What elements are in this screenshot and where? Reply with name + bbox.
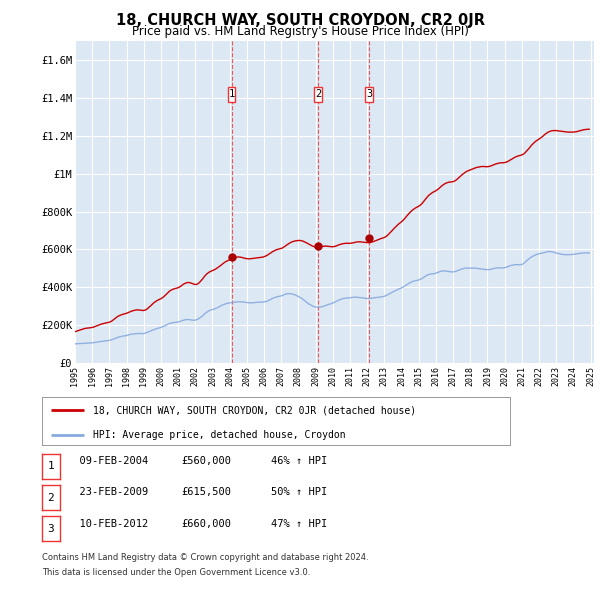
Text: 46% ↑ HPI: 46% ↑ HPI: [271, 456, 328, 466]
Text: 18, CHURCH WAY, SOUTH CROYDON, CR2 0JR (detached house): 18, CHURCH WAY, SOUTH CROYDON, CR2 0JR (…: [94, 405, 416, 415]
Text: 3: 3: [366, 89, 372, 99]
Text: This data is licensed under the Open Government Licence v3.0.: This data is licensed under the Open Gov…: [42, 568, 310, 577]
Text: £615,500: £615,500: [181, 487, 231, 497]
Text: 47% ↑ HPI: 47% ↑ HPI: [271, 519, 328, 529]
Text: £660,000: £660,000: [181, 519, 231, 529]
Text: £560,000: £560,000: [181, 456, 231, 466]
FancyBboxPatch shape: [227, 87, 235, 102]
Text: 10-FEB-2012: 10-FEB-2012: [67, 519, 148, 529]
Text: Price paid vs. HM Land Registry's House Price Index (HPI): Price paid vs. HM Land Registry's House …: [131, 25, 469, 38]
Text: 2: 2: [315, 89, 321, 99]
Text: 09-FEB-2004: 09-FEB-2004: [67, 456, 148, 466]
Text: 2: 2: [47, 493, 55, 503]
Text: 23-FEB-2009: 23-FEB-2009: [67, 487, 148, 497]
Text: Contains HM Land Registry data © Crown copyright and database right 2024.: Contains HM Land Registry data © Crown c…: [42, 553, 368, 562]
FancyBboxPatch shape: [365, 87, 373, 102]
Text: HPI: Average price, detached house, Croydon: HPI: Average price, detached house, Croy…: [94, 430, 346, 440]
Text: 3: 3: [47, 524, 55, 534]
Text: 18, CHURCH WAY, SOUTH CROYDON, CR2 0JR: 18, CHURCH WAY, SOUTH CROYDON, CR2 0JR: [115, 13, 485, 28]
Text: 50% ↑ HPI: 50% ↑ HPI: [271, 487, 328, 497]
Text: 1: 1: [229, 89, 235, 99]
FancyBboxPatch shape: [314, 87, 322, 102]
Text: 1: 1: [47, 461, 55, 471]
